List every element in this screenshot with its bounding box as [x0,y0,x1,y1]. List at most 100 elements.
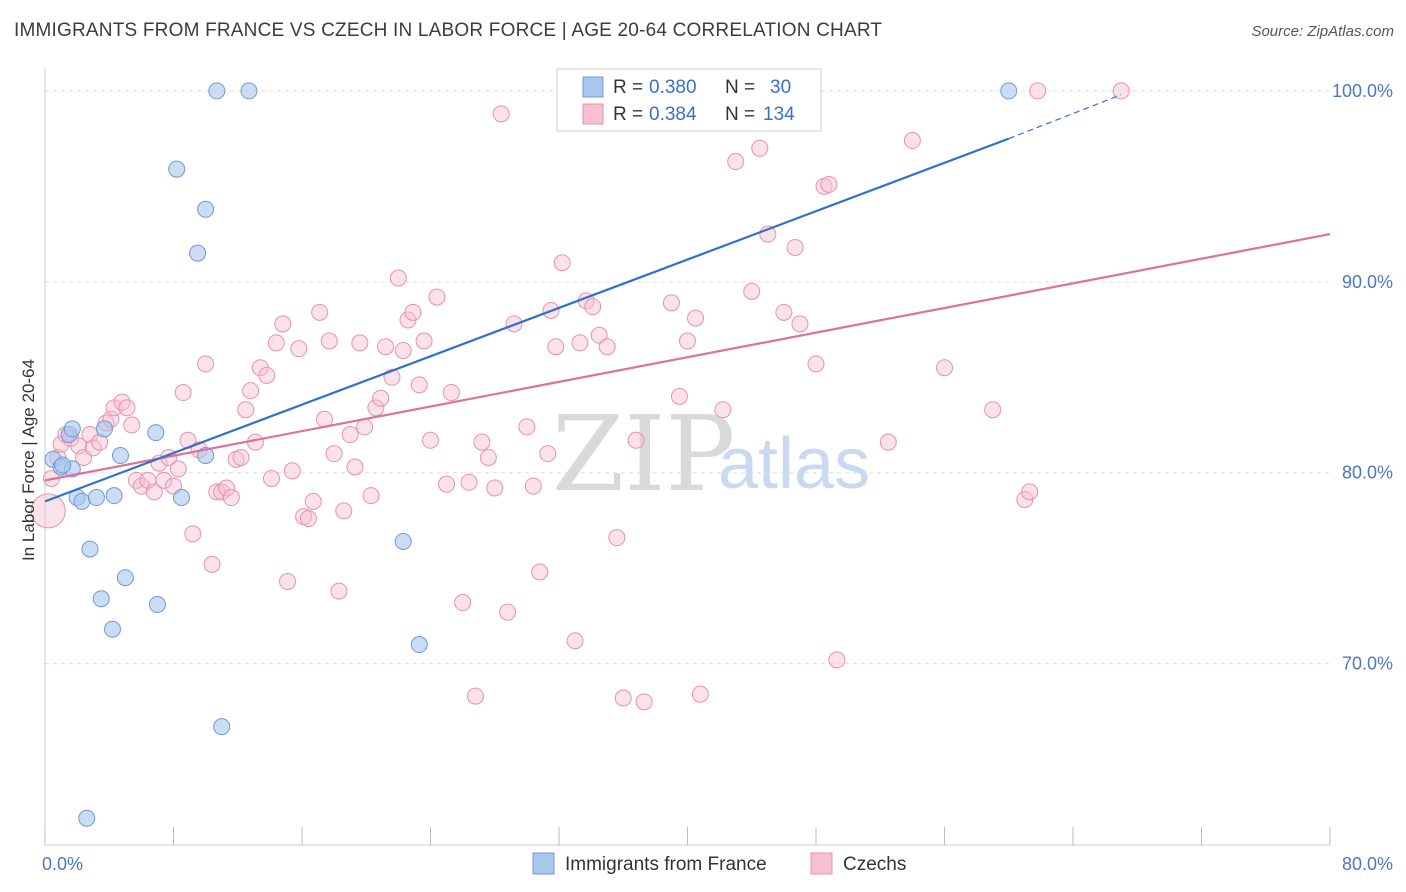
czech-point [714,401,732,419]
czech-point [903,132,921,150]
czech-point [679,332,696,350]
france-point [92,590,110,608]
czech-point [372,389,390,407]
czech-legend-label: Czechs [843,854,906,875]
y-tick-label: 80.0% [1342,463,1393,483]
france-point [189,244,207,262]
czech-point [743,282,761,300]
france-point [147,424,165,442]
france-point [208,82,226,100]
y-tick-labels: 70.0% 80.0% 90.0% 100.0% [1332,81,1393,674]
czech-point [460,473,478,491]
france-point [63,420,81,438]
czech-point [267,334,285,352]
czech-point [820,175,838,193]
y-tick-label: 100.0% [1332,81,1393,101]
czech-point [627,431,645,449]
czech-point [524,477,542,495]
france-point [95,420,113,438]
czech-point [404,303,422,321]
czech-point [428,288,446,306]
france-point [168,160,186,178]
stats-legend: R = 0.380 N = 30 R = 0.384 N = 134 [556,68,822,132]
czech-point [356,418,374,436]
czech-n-label: N = [725,104,755,125]
axes [44,68,1331,846]
x-tick-labels: 0.0% 80.0% [42,854,1393,874]
france-n-value: 30 [770,77,791,98]
czech-r-label: R = [613,104,643,125]
czech-point [362,487,380,505]
czech-point [325,445,343,463]
france-point [103,620,121,638]
czech-point [984,401,1002,419]
czech-point [415,332,433,350]
france-n-label: N = [725,77,755,98]
france-point [73,492,91,510]
czech-point [351,334,369,352]
czech-point [330,582,348,600]
czech-point [311,303,329,321]
czech-point [473,433,491,451]
france-point [148,595,166,613]
czech-point [438,475,456,493]
trend-lines [44,94,1331,503]
czech-point [499,603,517,621]
czech-point [377,338,395,356]
france-point [213,718,231,736]
france-trend-extension [1008,94,1122,140]
czech-point [283,462,301,480]
france-point [240,82,258,100]
czech-point [155,471,173,489]
czech-point [1029,82,1047,100]
czech-point [1021,483,1039,501]
czech-point [614,689,632,707]
czech-point [184,525,202,543]
czech-point [367,399,385,417]
france-point [197,200,215,218]
czech-point [258,366,276,384]
czech-point [237,401,255,419]
czech-point [531,563,549,581]
czech-point [123,416,141,434]
series-legend: Immigrants from France Czechs [532,852,906,875]
czech-point [687,309,705,327]
czech-point [389,269,407,287]
czech-point [145,483,163,501]
czech-point [635,693,653,711]
czech-point [584,298,602,316]
czech-point [442,384,460,402]
x-tick-label-max: 80.0% [1342,854,1393,874]
czech-r-value: 0.384 [649,104,697,125]
czech-point [335,502,353,520]
czech-point [262,469,280,487]
france-point [116,569,134,587]
france-point [394,532,412,550]
czech-point [608,529,626,547]
czech-point [197,355,215,373]
czech-point [598,338,616,356]
czech-point [727,153,745,171]
france-point [81,540,99,558]
czech-point [174,384,192,402]
czech-point [547,338,565,356]
czech-point [786,238,804,256]
france-point [173,489,191,507]
czech-point [1112,82,1130,100]
czech-point [518,418,536,436]
czech-point [320,332,338,350]
czech-point [118,399,136,417]
czech-point [290,340,308,358]
czech-point [553,254,571,272]
france-legend-swatch [582,76,604,98]
czech-point [113,393,131,411]
czech-point [394,342,412,360]
czech-point [828,651,846,669]
czech-point [203,555,221,573]
france-points [44,82,1018,827]
czech-point [410,376,428,394]
y-axis-label: In Labor Force | Age 20-64 [19,359,38,561]
czech-point [30,493,66,529]
czech-point [566,632,584,650]
